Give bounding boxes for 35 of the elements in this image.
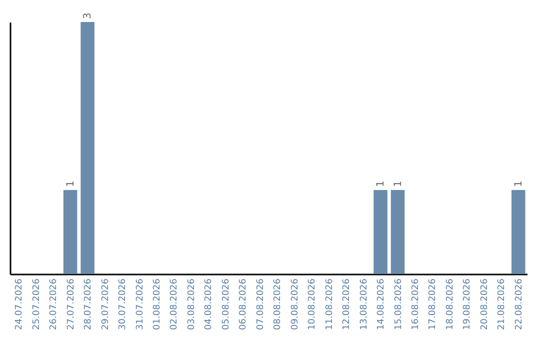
x-tick-label: 11.08.2026 xyxy=(324,278,335,330)
x-tick-label: 03.08.2026 xyxy=(186,278,197,330)
x-tick-label: 28.07.2026 xyxy=(84,278,94,330)
x-tick-label: 09.08.2026 xyxy=(290,278,300,330)
x-tick-label: 12.08.2026 xyxy=(342,278,352,330)
x-tick-label: 26.07.2026 xyxy=(49,278,60,330)
x-tick-label: 20.08.2026 xyxy=(480,278,490,330)
x-tick-label: 15.08.2026 xyxy=(394,278,404,330)
x-tick-label: 31.07.2026 xyxy=(135,278,146,330)
x-tick-label: 16.08.2026 xyxy=(410,278,421,330)
data-label: 1 xyxy=(392,180,404,187)
x-tick-label: 17.08.2026 xyxy=(428,278,438,330)
x-tick-label: 14.08.2026 xyxy=(376,278,387,330)
x-tick-label: 05.08.2026 xyxy=(221,278,232,330)
x-tick-label: 02.08.2026 xyxy=(170,278,180,330)
data-label: 1 xyxy=(376,180,387,187)
data-label: 1 xyxy=(65,180,76,187)
x-tick-label: 06.08.2026 xyxy=(238,278,249,330)
x-tick-label: 04.08.2026 xyxy=(204,278,214,330)
x-tick-label: 25.07.2026 xyxy=(32,278,42,330)
x-tick-label: 29.07.2026 xyxy=(100,278,111,330)
x-tick-label: 30.07.2026 xyxy=(118,278,128,330)
x-tick-label: 01.08.2026 xyxy=(152,278,162,330)
x-tick-label: 19.08.2026 xyxy=(462,278,473,330)
x-tick-label: 24.07.2026 xyxy=(14,278,25,330)
x-tick-label: 22.08.2026 xyxy=(514,278,524,330)
x-tick-label: 13.08.2026 xyxy=(359,278,370,330)
x-tick-label: 18.08.2026 xyxy=(445,278,456,330)
x-tick-label: 08.08.2026 xyxy=(273,278,284,330)
x-tick-label: 10.08.2026 xyxy=(308,278,318,330)
x-tick-label: 07.08.2026 xyxy=(256,278,266,330)
data-label: 3 xyxy=(82,12,94,19)
x-tick-label: 21.08.2026 xyxy=(497,278,508,330)
x-tick-label: 27.07.2026 xyxy=(66,278,76,330)
data-label: 1 xyxy=(513,180,524,187)
